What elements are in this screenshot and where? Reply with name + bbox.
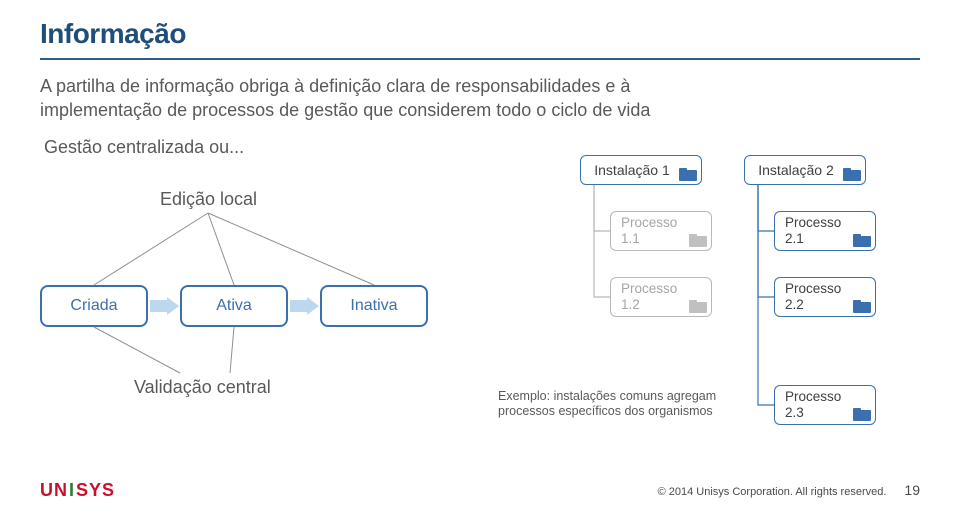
node-processo-1-1: Processo 1.1 <box>610 211 712 251</box>
folder-icon <box>853 300 871 313</box>
logo-part-i: I <box>69 480 75 501</box>
folder-icon <box>689 234 707 247</box>
node-processo-2-3: Processo 2.3 <box>774 385 876 425</box>
subtitle: A partilha de informação obriga à defini… <box>40 74 920 123</box>
folder-icon <box>853 408 871 421</box>
node-instalacao-2-label: Instalação 2 <box>758 162 834 178</box>
page-number: 19 <box>904 482 920 498</box>
diagram-area: Gestão centralizada ou... Edição local C… <box>40 137 920 477</box>
logo-unisys: UNISYS <box>40 480 115 501</box>
node-instalacao-1: Instalação 1 <box>580 155 702 185</box>
example-note: Exemplo: instalações comuns agregam proc… <box>498 389 716 420</box>
node-processo-1-2: Processo 1.2 <box>610 277 712 317</box>
example-note-l1: Exemplo: instalações comuns agregam <box>498 389 716 403</box>
copyright-text: © 2014 Unisys Corporation. All rights re… <box>658 486 887 498</box>
node-processo-2-2: Processo 2.2 <box>774 277 876 317</box>
node-processo-2-2-label: Processo 2.2 <box>785 281 847 312</box>
title-rule <box>40 58 920 60</box>
folder-icon <box>679 168 697 181</box>
folder-icon <box>689 300 707 313</box>
node-processo-1-1-label: Processo 1.1 <box>621 215 683 246</box>
subtitle-line1: A partilha de informação obriga à defini… <box>40 76 630 96</box>
node-instalacao-2: Instalação 2 <box>744 155 866 185</box>
example-note-l2: processos específicos dos organismos <box>498 404 713 418</box>
node-processo-2-1-label: Processo 2.1 <box>785 215 847 246</box>
folder-icon <box>843 168 861 181</box>
footer-right: © 2014 Unisys Corporation. All rights re… <box>658 482 920 498</box>
page-title: Informação <box>40 18 920 50</box>
logo-part-un: UN <box>40 480 68 501</box>
node-processo-2-3-label: Processo 2.3 <box>785 389 847 420</box>
node-processo-1-2-label: Processo 1.2 <box>621 281 683 312</box>
folder-icon <box>853 234 871 247</box>
node-processo-2-1: Processo 2.1 <box>774 211 876 251</box>
subtitle-line2: implementação de processos de gestão que… <box>40 100 650 120</box>
logo-part-sys: SYS <box>76 480 115 501</box>
footer: UNISYS © 2014 Unisys Corporation. All ri… <box>40 479 920 501</box>
node-instalacao-1-label: Instalação 1 <box>594 162 670 178</box>
